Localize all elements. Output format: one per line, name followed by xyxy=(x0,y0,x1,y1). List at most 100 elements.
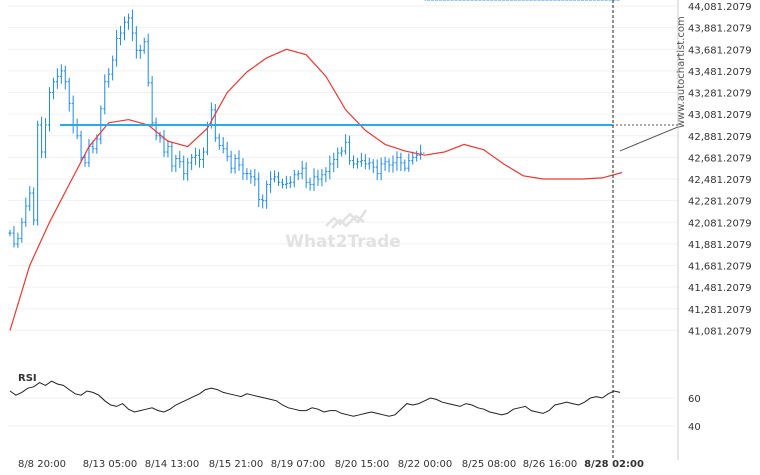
price-axis: 44,081.2079 43,881.2079 43,681.2079 43,481.… xyxy=(688,2,752,433)
ohlc-bar xyxy=(276,171,280,186)
time-tick-label: 8/22 00:00 xyxy=(398,459,452,470)
ohlc-bar xyxy=(391,155,395,173)
ohlc-bar xyxy=(16,232,20,248)
ohlc-bar xyxy=(280,178,284,189)
ohlc-bar xyxy=(47,87,51,132)
ohlc-bar xyxy=(265,180,269,209)
ohlc-bar xyxy=(383,156,387,171)
ohlc-bar xyxy=(44,118,48,159)
ohlc-bar xyxy=(300,160,304,180)
rsi-tick-label: 40 xyxy=(688,422,701,433)
time-tick-label: 8/13 05:00 xyxy=(83,459,137,470)
ohlc-bar xyxy=(24,197,28,227)
ohlc-bar xyxy=(308,177,312,191)
ohlc-bar xyxy=(359,152,363,167)
ohlc-bar xyxy=(134,26,138,59)
ohlc-bar xyxy=(182,155,186,181)
ohlc-bar xyxy=(332,152,336,173)
ohlc-bar xyxy=(304,162,308,189)
price-tick-label: 43,481.2079 xyxy=(688,67,752,78)
ohlc-bar xyxy=(87,139,91,168)
target-pointer-line xyxy=(619,126,679,152)
ohlc-bar xyxy=(273,170,277,183)
ohlc-bar xyxy=(119,25,123,46)
price-tick-label: 41,881.2079 xyxy=(688,240,752,251)
rsi-tick-label: 60 xyxy=(688,394,701,405)
ohlc-bar xyxy=(249,169,253,184)
ohlc-bar xyxy=(411,151,415,165)
ohlc-bar xyxy=(241,158,245,180)
site-label: www.autochartist.com xyxy=(676,16,687,128)
ohlc-bar xyxy=(399,152,403,172)
moving-average-line xyxy=(9,48,623,331)
price-tick-label: 43,681.2079 xyxy=(688,45,752,56)
ohlc-bar xyxy=(320,168,324,187)
time-tick-label: 8/28 02:00 xyxy=(584,459,644,470)
ohlc-bar xyxy=(51,77,55,100)
ohlc-bar xyxy=(126,13,130,30)
price-tick-label: 42,081.2079 xyxy=(688,218,752,229)
ohlc-bar xyxy=(138,44,142,59)
ohlc-bar xyxy=(257,172,261,208)
ohlc-bar xyxy=(67,77,71,112)
ohlc-bar xyxy=(115,29,119,67)
price-tick-label: 43,281.2079 xyxy=(688,89,752,100)
ohlc-bar xyxy=(355,157,359,169)
rsi-line xyxy=(9,380,621,417)
time-tick-label: 8/8 20:00 xyxy=(18,459,66,470)
ohlc-bar xyxy=(344,134,348,155)
ohlc-bar xyxy=(146,33,150,87)
ohlc-bar xyxy=(20,217,24,243)
ohlc-bar xyxy=(170,141,174,172)
ohlc-bar xyxy=(245,168,249,181)
price-tick-label: 41,681.2079 xyxy=(688,262,752,273)
ohlc-bar xyxy=(40,116,44,158)
ohlc-bar xyxy=(316,169,320,186)
price-tick-label: 43,881.2079 xyxy=(688,24,752,35)
ohlc-bar xyxy=(174,154,178,173)
time-tick-label: 8/15 21:00 xyxy=(209,459,263,470)
price-tick-label: 42,681.2079 xyxy=(688,153,752,164)
price-tick-label: 41,081.2079 xyxy=(688,326,752,337)
time-tick-label: 8/26 16:00 xyxy=(523,459,577,470)
ohlc-bar xyxy=(348,135,352,165)
ohlc-bar xyxy=(288,176,292,188)
ohlc-bar xyxy=(340,146,344,157)
ohlc-bar xyxy=(107,68,111,88)
time-tick-label: 8/20 15:00 xyxy=(335,459,389,470)
price-plot xyxy=(8,0,679,460)
ohlc-bar xyxy=(336,147,340,169)
price-tick-label: 41,481.2079 xyxy=(688,283,752,294)
ohlc-bar xyxy=(32,187,36,226)
ohlc-bar xyxy=(221,137,225,154)
ohlc-bar xyxy=(63,65,67,90)
time-tick-label: 8/14 13:00 xyxy=(145,459,199,470)
ohlc-bar xyxy=(79,130,83,162)
watermark-text: What2Trade xyxy=(285,232,401,252)
ohlc-bar xyxy=(28,186,32,211)
ohlc-bar xyxy=(103,74,107,115)
ohlc-bar xyxy=(367,157,371,170)
watermark-logo-icon xyxy=(325,209,368,229)
price-tick-label: 42,281.2079 xyxy=(688,197,752,208)
ohlc-bar xyxy=(36,120,40,226)
ohlc-bar xyxy=(415,150,419,162)
price-tick-label: 43,081.2079 xyxy=(688,110,752,121)
ohlc-bar xyxy=(419,144,423,160)
ohlc-bar xyxy=(12,225,16,248)
ohlc-bar xyxy=(292,169,296,188)
ohlc-bar xyxy=(395,151,399,171)
ohlc-bar xyxy=(198,149,202,168)
rsi-panel xyxy=(9,380,621,417)
ohlc-bar xyxy=(233,154,237,174)
ohlc-bar xyxy=(352,155,356,169)
ohlc-bar xyxy=(217,133,221,150)
ohlc-bar xyxy=(201,147,205,168)
ohlc-bar xyxy=(284,175,288,189)
ohlc-bar xyxy=(375,159,379,180)
ohlc-bar xyxy=(8,229,12,237)
price-tick-label: 42,481.2079 xyxy=(688,175,752,186)
grid-lines xyxy=(8,0,679,460)
ohlc-bar xyxy=(55,68,59,89)
